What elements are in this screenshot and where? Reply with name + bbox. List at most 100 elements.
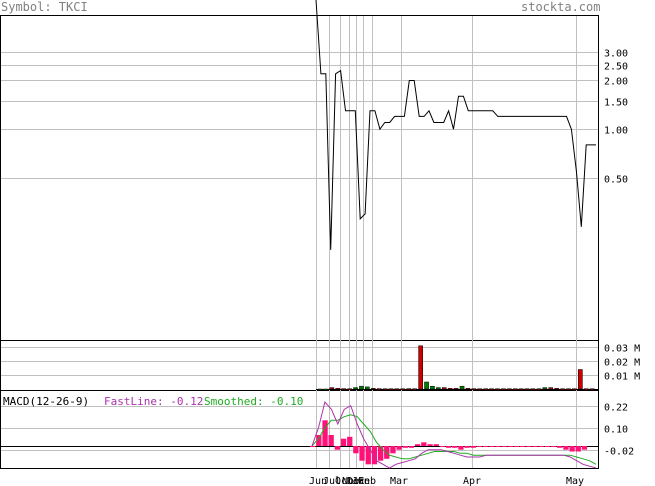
symbol-label: Symbol: TKCI: [1, 0, 88, 14]
macd-smoothed-label: Smoothed: -0.10: [204, 395, 303, 408]
price-tick-label: 2.50: [604, 62, 628, 73]
volume-bar: [341, 388, 347, 390]
macd-histogram-bar: [334, 446, 340, 450]
macd-histogram-bar: [470, 446, 476, 448]
volume-bar: [388, 388, 394, 390]
volume-bar: [566, 388, 571, 390]
volume-bar: [554, 388, 559, 390]
macd-histogram-bar: [507, 446, 513, 447]
macd-histogram-bar: [328, 435, 334, 446]
x-tick-label-jan: Jan: [352, 476, 370, 486]
x-tick-label-dec: Dec: [347, 476, 365, 486]
macd-histogram-bar: [489, 446, 495, 447]
volume-bar: [530, 388, 536, 390]
macd-histogram-bar: [569, 446, 575, 452]
macd-histogram-bar: [396, 446, 402, 450]
macd-histogram-bar: [421, 442, 427, 446]
volume-bar: [512, 388, 518, 390]
x-tick-label-may: May: [566, 476, 584, 486]
price-tick-label: 1.50: [604, 98, 628, 109]
volume-bar: [406, 388, 412, 390]
macd-histogram-bar: [353, 446, 359, 454]
macd-histogram-bar: [427, 444, 433, 446]
price-layer: [315, 0, 596, 250]
volume-tick-label: 0.02 M: [604, 358, 640, 369]
price-line: [315, 0, 596, 250]
x-tick-label-jun: Jun: [309, 476, 327, 486]
volume-bar: [347, 388, 352, 390]
macd-histogram-bar: [538, 446, 544, 447]
macd-histogram-bar: [557, 446, 563, 448]
volume-bar: [400, 388, 406, 390]
macd-histogram-bar: [452, 446, 458, 448]
macd-histogram-bar: [359, 446, 365, 461]
volume-bar: [412, 388, 417, 390]
volume-bar: [572, 388, 577, 390]
macd-histogram-bar: [445, 446, 452, 448]
volume-bar: [542, 387, 548, 390]
volume-bar: [317, 388, 323, 391]
macd-histogram-bar: [476, 446, 483, 447]
macd-histogram-bar: [581, 446, 588, 450]
volume-bar: [441, 387, 447, 390]
macd-histogram-bar: [550, 446, 557, 447]
macd-histogram-bar: [464, 446, 470, 448]
macd-histogram-bar: [575, 446, 581, 452]
macd-title: MACD(12-26-9): [3, 395, 89, 408]
x-tick-label-feb: Feb: [358, 476, 376, 486]
macd-histogram-bar: [483, 446, 489, 447]
macd-histogram-bar: [316, 435, 322, 446]
macd-histogram-bar: [520, 446, 526, 447]
x-tick-label-apr: Apr: [463, 476, 481, 486]
volume-bar: [418, 345, 423, 390]
x-tick-label-jul: Jul: [323, 476, 341, 486]
volume-bar: [495, 388, 500, 390]
volume-bar: [376, 388, 382, 390]
macd-histogram-bar: [378, 446, 384, 461]
volume-bar: [323, 388, 329, 391]
price-tick-label: 1.00: [604, 126, 628, 137]
macd-tick-label: 0.22: [604, 403, 628, 414]
grid-layer: [1, 16, 598, 468]
macd-histogram-bar: [513, 446, 520, 447]
macd-histogram-bar: [408, 446, 415, 448]
macd-histogram-bar: [340, 438, 347, 446]
macd-panel: [0, 390, 599, 469]
volume-bar: [536, 388, 542, 390]
volume-bar: [430, 385, 435, 390]
macd-histogram-bar: [415, 444, 421, 446]
volume-layer: [316, 345, 598, 391]
macd-histogram-bar: [390, 446, 396, 454]
volume-bar: [483, 388, 488, 390]
macd-tick-label: -0.02: [604, 447, 634, 458]
volume-bar: [524, 388, 530, 390]
volume-bar: [578, 369, 583, 390]
volume-bar: [359, 385, 364, 390]
macd-fast-label: FastLine: -0.12: [104, 395, 203, 408]
macd-histogram-bar: [322, 420, 328, 446]
macd-fast-line: [311, 400, 597, 469]
tick-layer: 3.00 2.50 2.00 1.50 1.00 0.50 0.03 M 0.02 M 0.01…: [309, 49, 640, 486]
volume-bar: [453, 388, 459, 390]
volume-bar: [394, 388, 400, 390]
macd-histogram-bar: [458, 446, 464, 450]
volume-bar: [507, 388, 512, 390]
x-tick-label-oct: Oct: [335, 476, 353, 486]
volume-bar: [365, 386, 370, 390]
volume-bar: [589, 388, 595, 390]
volume-bar: [459, 385, 465, 390]
macd-histogram-bar: [347, 436, 353, 446]
macd-tick-label: 0.10: [604, 425, 628, 436]
site-label[interactable]: stockta.com: [521, 0, 600, 14]
macd-histogram-bar: [433, 444, 439, 446]
volume-bar: [583, 388, 589, 390]
x-tick-label-mar: Mar: [390, 476, 408, 486]
price-tick-label: 2.00: [604, 77, 628, 88]
macd-smoothed-line: [311, 414, 597, 465]
volume-bar: [560, 388, 565, 390]
macd-histogram-bar: [495, 446, 501, 447]
volume-bar: [335, 388, 341, 390]
volume-bar: [353, 387, 358, 390]
macd-histogram-bar: [365, 446, 371, 465]
